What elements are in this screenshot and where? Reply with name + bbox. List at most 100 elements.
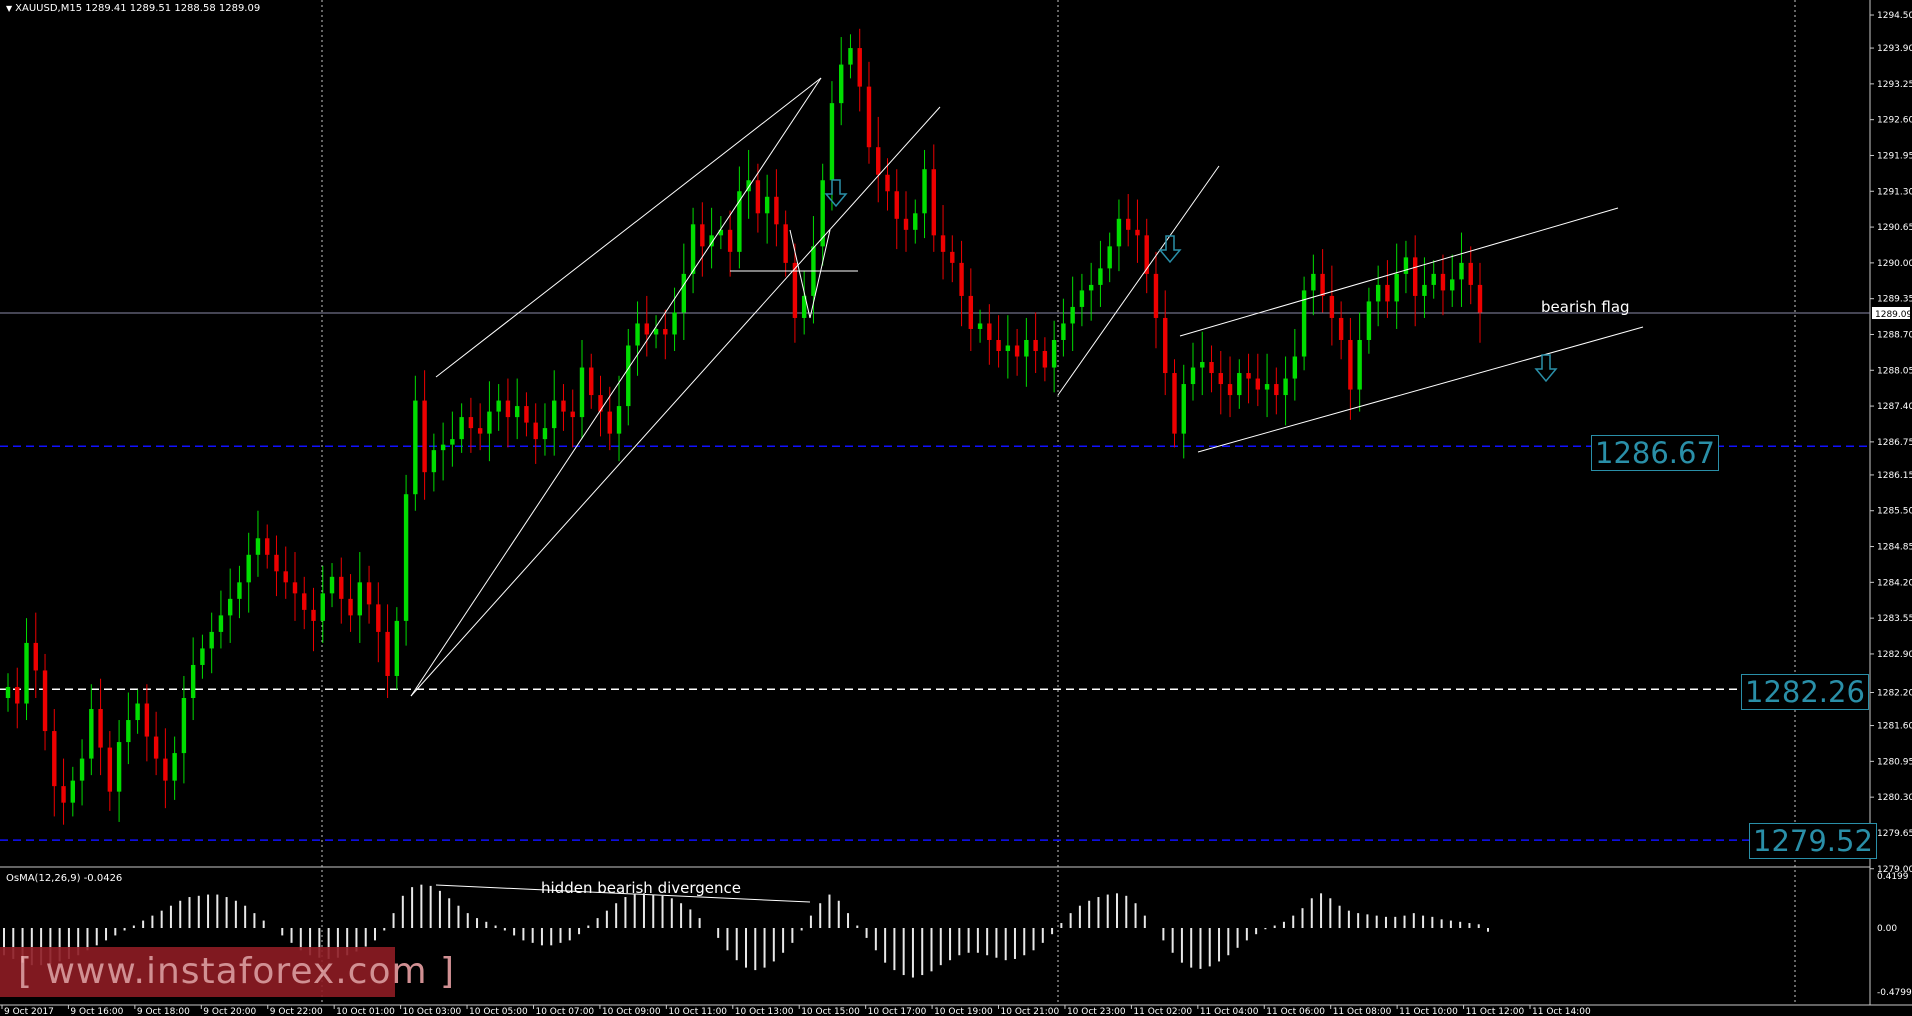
candle-body	[505, 400, 511, 418]
candle-body	[274, 554, 279, 572]
candle-body	[1024, 339, 1029, 357]
candle-body	[246, 554, 251, 583]
candle-body	[1070, 306, 1075, 324]
candle-body	[579, 367, 585, 418]
candle-body	[52, 731, 57, 787]
symbol-label: XAUUSD,M15	[15, 3, 83, 14]
candle-body	[181, 698, 187, 754]
collapse-icon: ▼	[6, 4, 13, 13]
y-tick-label: 1284.85	[1877, 543, 1912, 553]
candle-body	[311, 609, 316, 621]
candle-body	[542, 428, 548, 440]
candle-body	[163, 758, 168, 781]
candle-body	[413, 400, 418, 495]
candle-body	[15, 686, 20, 704]
candle-body	[848, 48, 853, 65]
y-tick-label: 1285.50	[1877, 507, 1912, 517]
trend-lines	[410, 77, 1644, 903]
candle-body	[940, 235, 946, 252]
flag-upper	[1179, 207, 1619, 337]
x-tick-label: 9 Oct 2017	[4, 1007, 54, 1016]
candle-body	[801, 295, 807, 318]
candle-body	[533, 422, 538, 440]
candle-body	[107, 747, 113, 792]
candle-body	[635, 323, 640, 346]
x-tick-label: 10 Oct 09:00	[602, 1007, 661, 1016]
candle-body	[570, 411, 575, 418]
candle-body	[1412, 257, 1418, 296]
candle-body	[959, 262, 964, 296]
flag-lower	[1197, 326, 1644, 453]
candle-body	[366, 582, 372, 605]
x-tick-label: 10 Oct 07:00	[535, 1007, 594, 1016]
candle-body	[1116, 218, 1122, 247]
candle-body	[42, 670, 48, 732]
y-tick-label: 1286.15	[1877, 471, 1912, 481]
support-resistance-lines	[0, 445, 1870, 841]
candle-body	[385, 631, 390, 676]
candle-body	[1283, 378, 1288, 396]
candle-body	[153, 736, 159, 759]
y-tick-label: 1282.20	[1877, 688, 1912, 698]
candle-body	[357, 582, 362, 616]
candle-body	[5, 686, 11, 699]
y-tick-label: 1288.05	[1877, 366, 1912, 376]
candle-body	[644, 323, 649, 335]
down-arrow-icon	[1158, 235, 1182, 264]
down-arrow-icon	[1534, 354, 1558, 383]
candle-body	[1153, 273, 1159, 318]
candle-body	[1135, 229, 1140, 236]
y-tick-label: 1280.30	[1877, 793, 1912, 803]
candle-body	[477, 428, 483, 434]
x-tick-label: 10 Oct 21:00	[1001, 1007, 1060, 1016]
candles	[5, 28, 1483, 825]
x-tick-label: 9 Oct 20:00	[203, 1007, 256, 1016]
price-axis: 1294.50 1293.90 1293.25 1292.60 1291.95 1291.…	[1870, 11, 1912, 998]
x-tick-label: 11 Oct 06:00	[1266, 1007, 1325, 1016]
v-pattern-left	[789, 229, 811, 319]
y-tick-label: 1291.95	[1877, 151, 1912, 161]
channel-upper-1	[410, 77, 822, 697]
candle-body	[116, 742, 122, 792]
level-label-1: 1286.67	[1591, 435, 1719, 471]
candle-body	[764, 196, 770, 214]
candle-body	[1422, 284, 1427, 296]
x-tick-label: 11 Oct 04:00	[1200, 1007, 1259, 1016]
y-tick-label: 1281.60	[1877, 722, 1912, 732]
candle-body	[690, 224, 696, 274]
x-tick-label: 10 Oct 19:00	[934, 1007, 993, 1016]
candle-body	[227, 598, 233, 616]
x-tick-label: 10 Oct 01:00	[336, 1007, 395, 1016]
osma-histogram	[3, 884, 1489, 978]
candle-body	[839, 64, 844, 104]
candle-body	[459, 417, 464, 440]
x-tick-label: 10 Oct 11:00	[668, 1007, 727, 1016]
candle-body	[1172, 373, 1177, 434]
v-pattern-right	[809, 229, 831, 319]
bearish-flag-label: bearish flag	[1541, 298, 1630, 316]
candle-body	[1200, 362, 1205, 368]
candle-body	[190, 664, 196, 699]
candle-body	[977, 323, 983, 329]
candle-body	[1088, 284, 1094, 291]
y-tick-label: 1290.00	[1877, 259, 1912, 269]
x-tick-label: 11 Oct 08:00	[1333, 1007, 1392, 1016]
current-price-text: 1289.09	[1875, 310, 1912, 320]
candle-body	[422, 400, 427, 473]
candle-body	[200, 648, 205, 665]
candle-body	[1385, 284, 1390, 302]
candle-body	[524, 406, 529, 423]
osc-tick-label: 0.4199	[1877, 872, 1909, 882]
x-tick-label: 9 Oct 22:00	[270, 1007, 323, 1016]
candle-body	[829, 103, 835, 181]
y-tick-label: 1282.90	[1877, 650, 1912, 660]
candle-body	[718, 229, 724, 236]
candle-body	[653, 328, 659, 335]
candle-body	[616, 406, 622, 434]
candle-body	[774, 196, 779, 225]
candle-body	[1311, 273, 1316, 291]
candle-body	[1042, 351, 1048, 368]
candle-body	[1218, 373, 1223, 385]
